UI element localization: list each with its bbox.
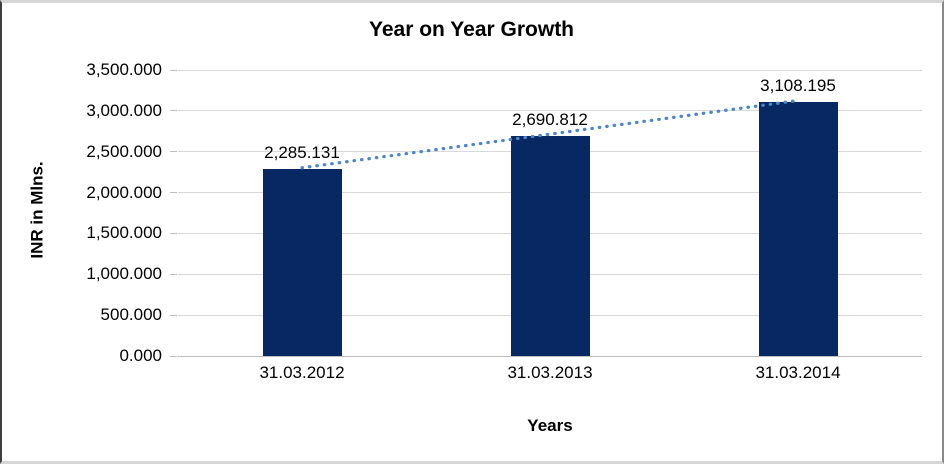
x-axis-line [178,355,922,357]
y-axis-tick [170,232,177,234]
chart-title: Year on Year Growth [368,18,575,41]
y-tick-label: 2,000.000 [86,182,162,202]
y-tick-label: 1,000.000 [86,264,162,284]
trendline [300,98,800,170]
x-tick-label: 31.03.2014 [755,363,841,382]
y-axis-tick [170,69,177,71]
plot-area: 2,285.131 2,690.812 3,108.195 [170,69,922,357]
y-axis-tick [170,355,177,357]
y-tick-label: 500.000 [100,305,162,325]
gridline [178,69,922,71]
y-tick-label: 0.000 [119,346,162,365]
data-label: 2,285.131 [264,143,340,163]
bar-31.03.2013 [510,136,590,356]
x-tick-label: 31.03.2013 [507,363,593,382]
bar-31.03.2012 [262,169,342,356]
bar-31.03.2014 [758,102,838,356]
y-tick-label: 3,000.000 [86,100,162,120]
y-axis-tick [170,151,177,153]
y-axis-title-text: INR in Mlns. [28,161,47,259]
data-label: 2,690.812 [512,110,588,130]
y-tick-label: 3,500.000 [86,60,162,79]
data-label: 3,108.195 [760,76,836,96]
y-tick-label: 1,500.000 [86,223,162,243]
y-axis-tick [170,192,177,194]
x-tick-label: 31.03.2012 [259,363,345,382]
y-axis-tick [170,314,177,316]
y-axis-tick [170,110,177,112]
x-axis-title: Years [527,416,573,435]
gridline [178,110,922,112]
y-axis-tick [170,273,177,275]
y-tick-label: 2,500.000 [86,141,162,161]
